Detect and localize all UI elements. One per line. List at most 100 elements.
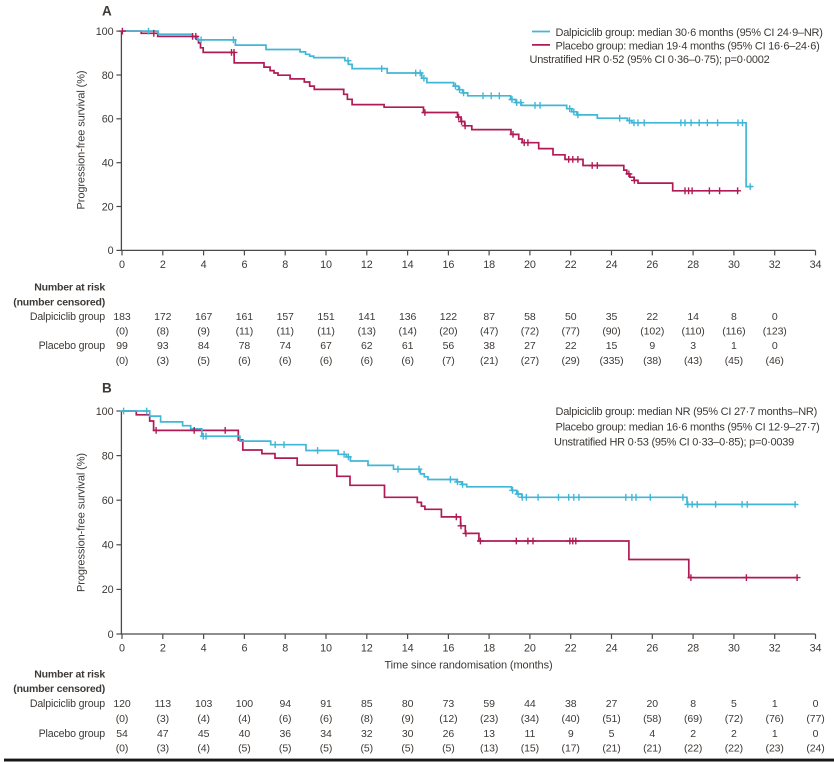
svg-text:(58): (58)	[643, 713, 661, 725]
svg-text:8: 8	[731, 311, 737, 323]
svg-text:(77): (77)	[806, 713, 824, 725]
svg-text:54: 54	[116, 728, 128, 740]
svg-text:(21): (21)	[643, 743, 661, 755]
svg-text:8: 8	[690, 698, 696, 710]
svg-text:(14): (14)	[398, 326, 416, 338]
svg-text:0: 0	[772, 340, 778, 352]
svg-text:74: 74	[279, 340, 291, 352]
svg-text:103: 103	[195, 698, 212, 710]
svg-text:(17): (17)	[562, 743, 580, 755]
svg-text:(11): (11)	[276, 326, 294, 338]
svg-text:(45): (45)	[725, 355, 743, 367]
svg-text:20: 20	[524, 642, 536, 654]
svg-text:(6): (6)	[279, 713, 292, 725]
svg-text:(12): (12)	[439, 713, 457, 725]
svg-text:22: 22	[565, 642, 577, 654]
svg-text:80: 80	[402, 698, 414, 710]
svg-text:0: 0	[813, 728, 819, 740]
svg-text:(6): (6)	[279, 355, 292, 367]
svg-text:99: 99	[116, 340, 128, 352]
svg-text:4: 4	[201, 259, 207, 271]
svg-text:Dalpiciclib group: Dalpiciclib group	[30, 698, 105, 710]
svg-text:28: 28	[687, 259, 699, 271]
svg-text:87: 87	[483, 311, 495, 323]
svg-text:2: 2	[690, 728, 696, 740]
svg-text:16: 16	[442, 259, 454, 271]
svg-text:(5): (5)	[401, 743, 414, 755]
svg-text:100: 100	[236, 698, 253, 710]
svg-text:58: 58	[524, 311, 536, 323]
svg-text:60: 60	[102, 495, 114, 507]
svg-text:100: 100	[96, 406, 114, 418]
svg-text:(72): (72)	[725, 713, 743, 725]
svg-text:22: 22	[647, 311, 659, 323]
svg-text:(3): (3)	[157, 743, 170, 755]
svg-text:32: 32	[769, 642, 781, 654]
svg-text:(21): (21)	[480, 355, 498, 367]
svg-text:(22): (22)	[684, 743, 702, 755]
svg-text:(34): (34)	[521, 713, 539, 725]
svg-text:50: 50	[565, 311, 577, 323]
svg-text:Number at risk: Number at risk	[34, 668, 105, 680]
svg-text:(76): (76)	[766, 713, 784, 725]
svg-text:0: 0	[108, 629, 114, 641]
svg-text:22: 22	[565, 259, 577, 271]
svg-text:1: 1	[772, 698, 778, 710]
svg-text:(11): (11)	[236, 326, 254, 338]
svg-text:(47): (47)	[480, 326, 498, 338]
svg-text:100: 100	[96, 26, 114, 38]
svg-text:Progression-free survival (%): Progression-free survival (%)	[76, 71, 88, 210]
svg-text:Dalpiciclib group: median NR (: Dalpiciclib group: median NR (95% CI 27·…	[556, 406, 818, 418]
svg-text:(23): (23)	[766, 743, 784, 755]
svg-text:2: 2	[160, 259, 166, 271]
svg-text:15: 15	[606, 340, 618, 352]
svg-text:(3): (3)	[157, 713, 170, 725]
svg-text:0: 0	[119, 259, 125, 271]
svg-text:12: 12	[361, 642, 373, 654]
svg-text:(0): (0)	[116, 743, 129, 755]
svg-text:113: 113	[155, 698, 172, 710]
svg-text:Unstratified HR 0·53 (95% CI 0: Unstratified HR 0·53 (95% CI 0·33–0·85);…	[554, 437, 794, 449]
svg-text:167: 167	[195, 311, 212, 323]
svg-text:40: 40	[239, 728, 251, 740]
svg-text:32: 32	[769, 259, 781, 271]
svg-text:26: 26	[646, 642, 658, 654]
svg-text:60: 60	[102, 114, 114, 126]
svg-text:(110): (110)	[681, 326, 704, 338]
svg-text:(90): (90)	[602, 326, 620, 338]
svg-text:(24): (24)	[806, 743, 824, 755]
svg-text:40: 40	[102, 540, 114, 552]
svg-text:0: 0	[108, 245, 114, 257]
svg-text:45: 45	[198, 728, 210, 740]
svg-text:(number censored): (number censored)	[13, 296, 105, 308]
svg-text:20: 20	[102, 584, 114, 596]
svg-text:14: 14	[402, 259, 414, 271]
svg-text:11: 11	[525, 728, 536, 740]
svg-text:(72): (72)	[521, 326, 539, 338]
svg-text:(7): (7)	[442, 355, 455, 367]
svg-text:(15): (15)	[521, 743, 539, 755]
svg-text:35: 35	[606, 311, 618, 323]
svg-text:16: 16	[442, 642, 454, 654]
svg-text:5: 5	[609, 728, 615, 740]
svg-text:(9): (9)	[197, 326, 210, 338]
svg-text:59: 59	[483, 698, 495, 710]
svg-text:0: 0	[119, 642, 125, 654]
svg-text:Dalpiciclib group: Dalpiciclib group	[30, 311, 105, 323]
svg-text:32: 32	[361, 728, 373, 740]
svg-text:136: 136	[399, 311, 416, 323]
svg-text:(8): (8)	[157, 326, 170, 338]
svg-text:4: 4	[649, 728, 655, 740]
svg-text:(5): (5)	[320, 743, 333, 755]
svg-text:122: 122	[440, 311, 457, 323]
svg-text:30: 30	[728, 259, 740, 271]
svg-text:93: 93	[157, 340, 169, 352]
svg-text:(5): (5)	[442, 743, 455, 755]
svg-text:B: B	[102, 381, 112, 396]
svg-text:(116): (116)	[722, 326, 745, 338]
svg-text:(6): (6)	[361, 355, 374, 367]
svg-text:(5): (5)	[279, 743, 292, 755]
svg-text:(6): (6)	[320, 355, 333, 367]
svg-text:(21): (21)	[602, 743, 620, 755]
svg-text:(77): (77)	[562, 326, 580, 338]
